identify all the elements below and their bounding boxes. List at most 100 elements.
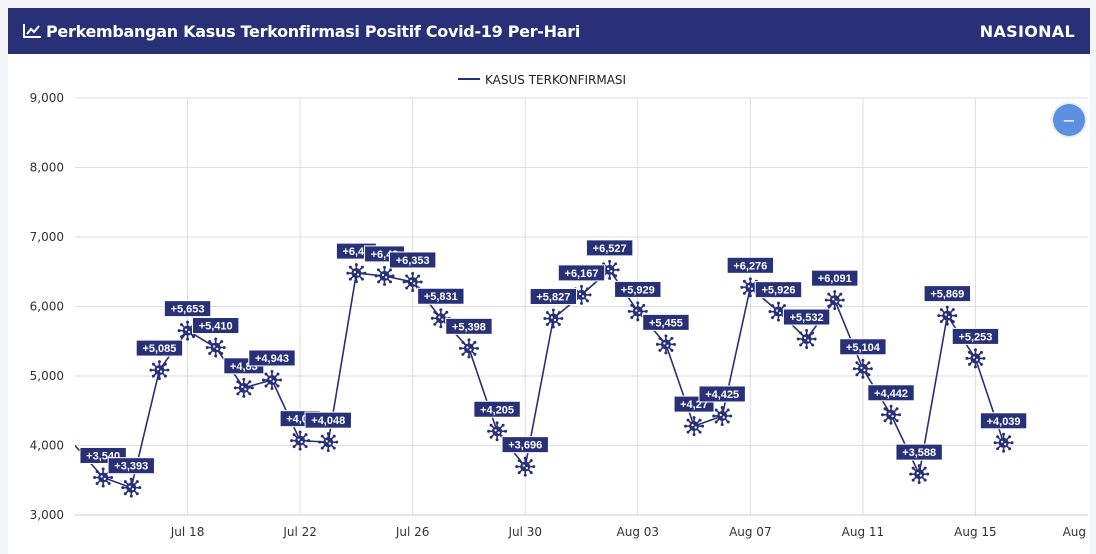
data-label-text: +5,653 [171,304,205,316]
virus-body [745,282,756,293]
virus-spike-tip [166,368,170,372]
virus-spike-tip [911,478,915,482]
virus-spot [663,342,666,345]
virus-spike-tip [180,335,184,339]
virus-spike-tip [467,355,471,359]
virus-spike-tip [377,268,381,272]
virus-spot [131,487,134,491]
virus-spot [635,309,638,312]
virus-spike-tip [95,481,99,485]
virus-spike-tip [658,336,662,340]
data-label-bg [501,436,549,454]
virus-spike-tip [264,384,268,388]
virus-spike-tip [720,405,724,409]
virus-spike-tip [714,420,718,424]
virus-spike-tip [799,331,803,335]
virus-spike-tip [517,471,521,475]
virus-icon [487,421,508,442]
virus-spike-tip [726,420,730,424]
x-tick-label: Jul 26 [395,525,430,539]
virus-spike-tip [461,340,465,344]
virus-spike-tip [642,303,646,307]
data-label-text: +6,353 [396,255,430,267]
data-label: +4,425 [698,385,746,403]
virus-spike-tip [304,445,308,449]
virus-spike-tip [95,469,99,473]
virus-spike-tip [320,446,324,450]
virus-spot [778,311,782,315]
virus-spike-tip [335,440,339,444]
virus-spike-tip [208,352,212,356]
virus-spike-tip [939,308,943,312]
virus-spike-tip [135,480,139,484]
virus-spike-tip [776,301,780,305]
virus-spike-tip [430,316,434,320]
virus-spike-tip [855,361,859,365]
virus-icon [627,301,648,322]
virus-spike-tip [332,446,336,450]
virus-icon [458,338,479,359]
virus-spike-tip [332,434,336,438]
virus-spike-tip [895,407,899,411]
virus-spike-tip [655,342,659,346]
virus-body [801,334,812,345]
virus-spot [750,287,754,290]
data-label-bg [754,281,803,299]
virus-spot [156,367,160,371]
virus-spike-tip [515,465,519,469]
virus-spike-tip [222,346,226,350]
data-label-bg [248,349,296,367]
virus-spike-tip [236,380,240,384]
virus-spike-tip [586,287,590,291]
virus-spike-tip [473,340,477,344]
virus-spike-tip [644,309,648,313]
virus-spike-tip [996,447,1000,451]
virus-spike-tip [163,374,167,378]
virus-spot [497,431,500,434]
virus-spike-tip [839,304,843,308]
virus-spike-tip [1002,449,1006,453]
data-label-text: +5,455 [649,317,683,329]
x-tick-label: Jul 22 [282,525,317,539]
legend-label: KASUS TERKONFIRMASI [485,73,626,87]
virus-body [632,306,643,317]
virus-body [98,472,109,483]
virus-spot [159,370,163,373]
virus-spike-tip [586,299,590,303]
virus-spot [1000,440,1004,443]
virus-spot [328,442,331,445]
virus-spike-tip [439,308,443,312]
virus-body [576,289,587,300]
virus-spike-tip [770,316,774,320]
virus-icon [712,405,733,426]
virus-spike-tip [290,439,294,443]
virus-spike-tip [917,481,921,485]
data-label: +5,869 [923,285,972,303]
virus-spike-tip [419,280,423,284]
virus-spike-tip [248,380,252,384]
data-label: +5,455 [642,313,690,331]
virus-spike-tip [895,419,899,423]
virus-spot [832,298,835,301]
data-label-bg [191,317,240,335]
virus-spot [103,477,106,480]
virus-spot [860,366,863,369]
virus-spike-tip [967,362,971,366]
virus-spike-tip [276,384,280,388]
collapse-button[interactable]: − [1053,104,1085,136]
virus-spike-tip [867,373,871,377]
virus-spike-tip [233,386,237,390]
virus-spike-tip [220,352,224,356]
data-label-text: +5,926 [761,285,795,297]
virus-spike-tip [242,377,246,381]
virus-spike-tip [389,268,393,272]
virus-spike-tip [278,378,282,382]
virus-spike-tip [686,430,690,434]
data-label-bg [473,400,521,418]
virus-spike-tip [292,445,296,449]
virus-spike-tip [560,317,564,321]
y-tick-label: 3,000 [30,508,64,522]
virus-body [660,339,671,350]
virus-spike-tip [475,346,479,350]
virus-spike-tip [318,440,322,444]
